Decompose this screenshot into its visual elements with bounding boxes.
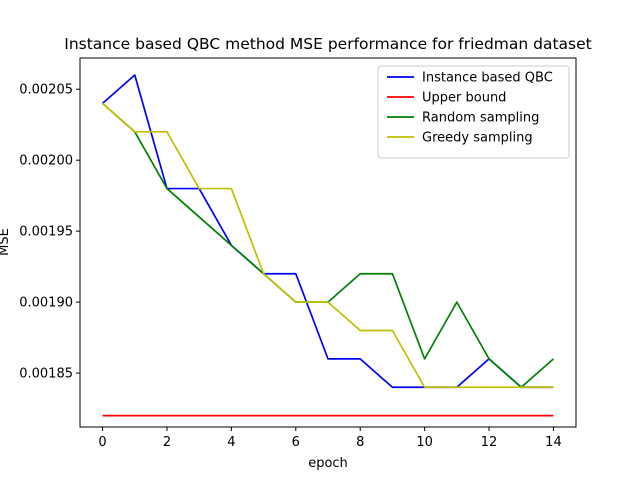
y-tick-label: 0.00200 — [19, 154, 73, 169]
legend-box — [377, 65, 570, 159]
y-axis-label: MSE — [0, 228, 12, 256]
x-tick-label: 0 — [98, 435, 106, 450]
x-tick-label: 14 — [545, 435, 562, 450]
plot-frame — [79, 57, 577, 428]
y-tick-label: 0.00205 — [19, 83, 73, 98]
x-tick-label: 8 — [356, 435, 364, 450]
legend-label-2: Random sampling — [422, 111, 539, 126]
x-tick-label: 10 — [416, 435, 433, 450]
chart-title: Instance based QBC method MSE performanc… — [64, 35, 592, 53]
x-tick-label: 12 — [481, 435, 498, 450]
legend-label-0: Instance based QBC — [422, 71, 553, 86]
series-line-3 — [101, 102, 554, 389]
x-tick-label: 2 — [163, 435, 171, 450]
legend: Instance based QBC Upper bound Random samp… — [377, 65, 570, 159]
x-axis-label: epoch — [308, 456, 348, 471]
plot-lines — [101, 74, 555, 417]
legend-label-1: Upper bound — [422, 91, 506, 106]
x-axis: 0 2 4 6 8 10 12 14 — [98, 427, 562, 450]
x-tick-label: 6 — [292, 435, 300, 450]
x-tick-label: 4 — [227, 435, 235, 450]
series-line-0 — [101, 74, 554, 389]
y-tick-label: 0.00195 — [19, 225, 73, 240]
legend-label-3: Greedy sampling — [422, 131, 533, 146]
y-axis: 0.00185 0.00190 0.00195 0.00200 0.00205 — [19, 83, 80, 382]
y-tick-label: 0.00190 — [19, 296, 73, 311]
y-tick-label: 0.00185 — [19, 367, 73, 382]
